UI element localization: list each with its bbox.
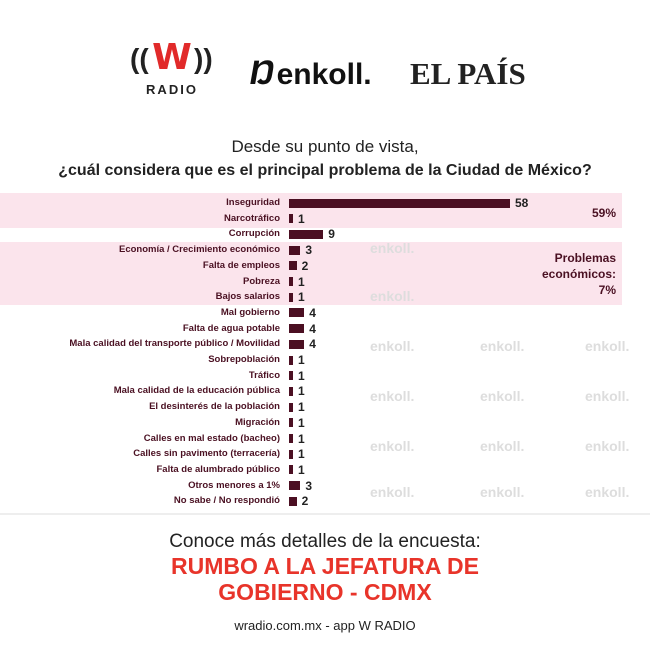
watermark: enkoll. (370, 288, 415, 304)
value-label: 1 (298, 384, 305, 399)
bar (289, 261, 297, 271)
category-label: Otros menores a 1% (188, 479, 280, 491)
bar (289, 245, 301, 255)
value-label: 1 (298, 415, 305, 430)
category-label: Calles en mal estado (bacheo) (143, 432, 280, 444)
bar (289, 292, 293, 302)
category-label: Sobrepoblación (208, 354, 280, 365)
signal-right-icon: )) (194, 43, 213, 74)
question-line2: ¿cuál considera que es el principal prob… (58, 162, 592, 179)
footer-intro: Conoce más detalles de la encuesta: (169, 531, 481, 552)
watermark: enkoll. (585, 388, 630, 404)
highlight-band-economy (0, 242, 622, 305)
enkoll-text: enkoll. (276, 58, 372, 91)
bar (289, 449, 293, 459)
value-label: 3 (305, 478, 313, 493)
bar (289, 355, 293, 365)
watermark: enkoll. (585, 338, 630, 354)
value-label: 1 (298, 400, 305, 415)
value-label: 1 (298, 353, 305, 367)
bar (289, 386, 293, 396)
question-line1: Desde su punto de vista, (231, 137, 419, 156)
category-label: Bajos salarios (215, 291, 280, 303)
bar (289, 402, 293, 412)
footer-headline-1: RUMBO A LA JEFATURA DE (171, 553, 479, 579)
bar (289, 496, 297, 506)
w-radio-sub: RADIO (146, 82, 198, 97)
watermark: enkoll. (370, 240, 415, 256)
value-label: 58 (515, 196, 529, 210)
category-label: Mal gobierno (220, 306, 280, 318)
economy-annotation-line: económicos: (541, 267, 616, 281)
bar-chart: Inseguridad 58 Narcotráfico 1 Corrupción 9 Eco… (69, 196, 529, 509)
signal-left-icon: (( (130, 43, 149, 74)
w-radio-logo: (( W )) RADIO (128, 38, 216, 98)
value-label: 1 (298, 368, 305, 383)
watermark: enkoll. (370, 338, 415, 354)
economy-annotation-line: 7% (598, 283, 616, 297)
value-label: 4 (309, 337, 316, 352)
watermark: enkoll. (370, 484, 415, 500)
bar (289, 277, 293, 286)
w-radio-letter: W (152, 37, 192, 78)
category-label: Mala calidad de la educación pública (113, 385, 280, 397)
value-label: 1 (298, 447, 305, 462)
footer-site: wradio.com.mx - app W RADIO (234, 618, 416, 633)
category-label: Economía / Crecimiento económico (118, 244, 280, 256)
footer-headline-2: GOBIERNO - CDMX (218, 579, 432, 605)
value-label: 2 (301, 258, 309, 273)
value-label: 1 (298, 462, 305, 477)
value-label: 1 (298, 274, 305, 289)
security-annotation: 59% (591, 206, 616, 220)
category-label: Pobreza (243, 275, 280, 287)
bar (289, 229, 324, 239)
category-label: Falta de agua potable (182, 322, 280, 334)
watermark: enkoll. (585, 484, 630, 500)
watermark: enkoll. (370, 388, 415, 404)
economy-annotation: Problemas económicos: 7% (542, 250, 616, 298)
watermark: enkoll. (480, 438, 525, 454)
value-label: 3 (305, 243, 313, 258)
bar (289, 324, 305, 334)
bar (289, 308, 305, 318)
category-label: Calles sin pavimento (terracería) (133, 448, 280, 460)
value-label: 1 (298, 431, 305, 446)
value-label: 9 (328, 227, 335, 242)
value-label: 4 (309, 305, 316, 320)
category-label: Falta de alumbrado público (156, 463, 280, 475)
category-label: No sabe / No respondió (173, 495, 280, 507)
economy-annotation-line: Problemas (554, 251, 616, 265)
value-label: 2 (301, 494, 309, 509)
bar (289, 465, 293, 475)
category-label: Migración (235, 416, 280, 428)
bar (289, 214, 293, 224)
category-label: Inseguridad (226, 197, 280, 208)
value-label: 4 (309, 321, 316, 336)
bar (289, 434, 293, 443)
category-label: Tráfico (248, 369, 280, 381)
watermark: enkoll. (480, 388, 525, 404)
bar (289, 481, 301, 491)
bar (289, 418, 293, 428)
category-label: Narcotráfico (224, 212, 280, 224)
watermark: enkoll. (585, 438, 630, 454)
category-label: El desinterés de la población (149, 401, 280, 413)
category-label: Mala calidad del transporte público / Mo… (69, 338, 280, 350)
bar (289, 198, 510, 208)
watermark: enkoll. (370, 438, 415, 454)
bar (289, 339, 305, 349)
enkoll-logo: Ŋenkoll. (247, 54, 372, 93)
divider (0, 513, 650, 515)
watermark: enkoll. (480, 484, 525, 500)
category-label: Falta de empleos (202, 259, 280, 271)
bar (289, 371, 293, 381)
category-label: Corrupción (228, 228, 280, 240)
value-label: 1 (298, 290, 305, 305)
el-pais-logo: EL PAÍS (410, 56, 526, 91)
watermark: enkoll. (480, 338, 525, 354)
value-label: 1 (298, 211, 305, 226)
